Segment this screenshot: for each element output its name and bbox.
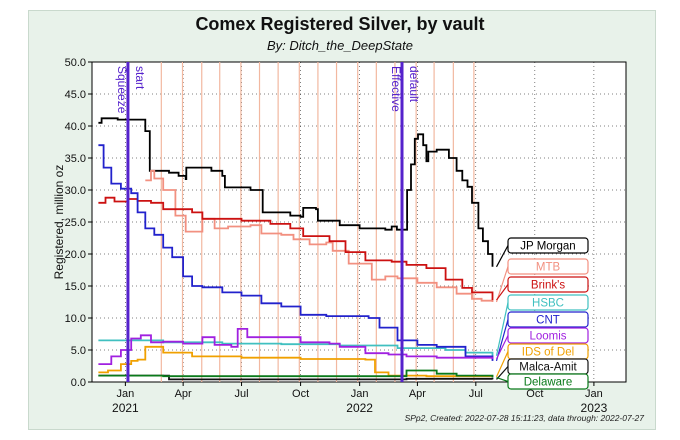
legend-label: MTB: [536, 262, 561, 274]
chart-subtitle: By: Ditch_the_DeepState: [267, 38, 413, 53]
legend-label: Brink's: [531, 280, 565, 292]
y-tick-label: 35.0: [65, 153, 86, 165]
y-tick-label: 0.0: [71, 377, 86, 389]
y-tick-label: 5.0: [71, 345, 86, 357]
y-tick-label: 20.0: [65, 249, 86, 261]
legend-label: Loomis: [529, 331, 566, 343]
x-tick-label: Jan: [585, 388, 603, 400]
legend-connector: [495, 302, 509, 356]
y-tick-label: 50.0: [65, 57, 86, 69]
x-year-label: 2023: [581, 401, 608, 415]
legend-connector: [495, 266, 509, 303]
series-line-mtb: [145, 169, 494, 302]
series-line-cnt: [98, 144, 494, 361]
chart-title: Comex Registered Silver, by vault: [195, 14, 485, 34]
legend-box: [507, 311, 589, 328]
y-tick-label: 30.0: [65, 185, 86, 197]
legend-label: CNT: [536, 315, 560, 327]
legend-connector: [496, 366, 509, 380]
y-tick-label: 40.0: [65, 121, 86, 133]
y-tick-label: 10.0: [65, 313, 86, 325]
legend-label: Malca-Amit: [519, 362, 577, 374]
series-line-jp-morgan: [98, 117, 494, 267]
legend-label: Delaware: [524, 377, 573, 389]
legend-label: HSBC: [532, 298, 564, 310]
y-tick-label: 15.0: [65, 281, 86, 293]
series-line-loomis: [98, 328, 494, 365]
x-tick-label: Oct: [526, 388, 543, 400]
legend-connector: [496, 284, 509, 301]
event-label: Effective: [389, 66, 403, 112]
legend-box: [507, 276, 589, 293]
x-tick-label: Apr: [175, 388, 192, 400]
y-axis-label: Registered, million oz: [52, 165, 66, 280]
x-tick-label: Jan: [351, 388, 369, 400]
event-label: start: [133, 66, 147, 90]
x-tick-label: Oct: [292, 388, 309, 400]
legend-label: JP Morgan: [520, 241, 575, 253]
chart-footer: SPp2, Created: 2022-07-28 15:11:23, data…: [404, 413, 644, 423]
x-year-label: 2022: [346, 401, 373, 415]
legend-box: [507, 237, 589, 254]
x-tick-label: Jan: [117, 388, 135, 400]
legend-connector: [496, 376, 509, 383]
legend-box: [507, 373, 589, 390]
event-label: default: [407, 66, 421, 103]
legend-box: [507, 294, 589, 311]
x-tick-label: Jul: [235, 388, 249, 400]
legend-box: [507, 327, 589, 344]
legend-connector: [495, 335, 509, 360]
y-tick-label: 25.0: [65, 217, 86, 229]
legend-connector: [495, 351, 509, 378]
legend-label: IDS of Del: [522, 347, 574, 359]
y-tick-label: 45.0: [65, 89, 86, 101]
legend-connector: [495, 245, 509, 268]
x-tick-label: Apr: [409, 388, 426, 400]
x-year-label: 2021: [112, 401, 139, 415]
series-line-delaware: [98, 369, 494, 378]
event-label: Squeeze: [115, 66, 129, 114]
x-tick-label: Jul: [469, 388, 483, 400]
legend-box: [507, 258, 589, 275]
